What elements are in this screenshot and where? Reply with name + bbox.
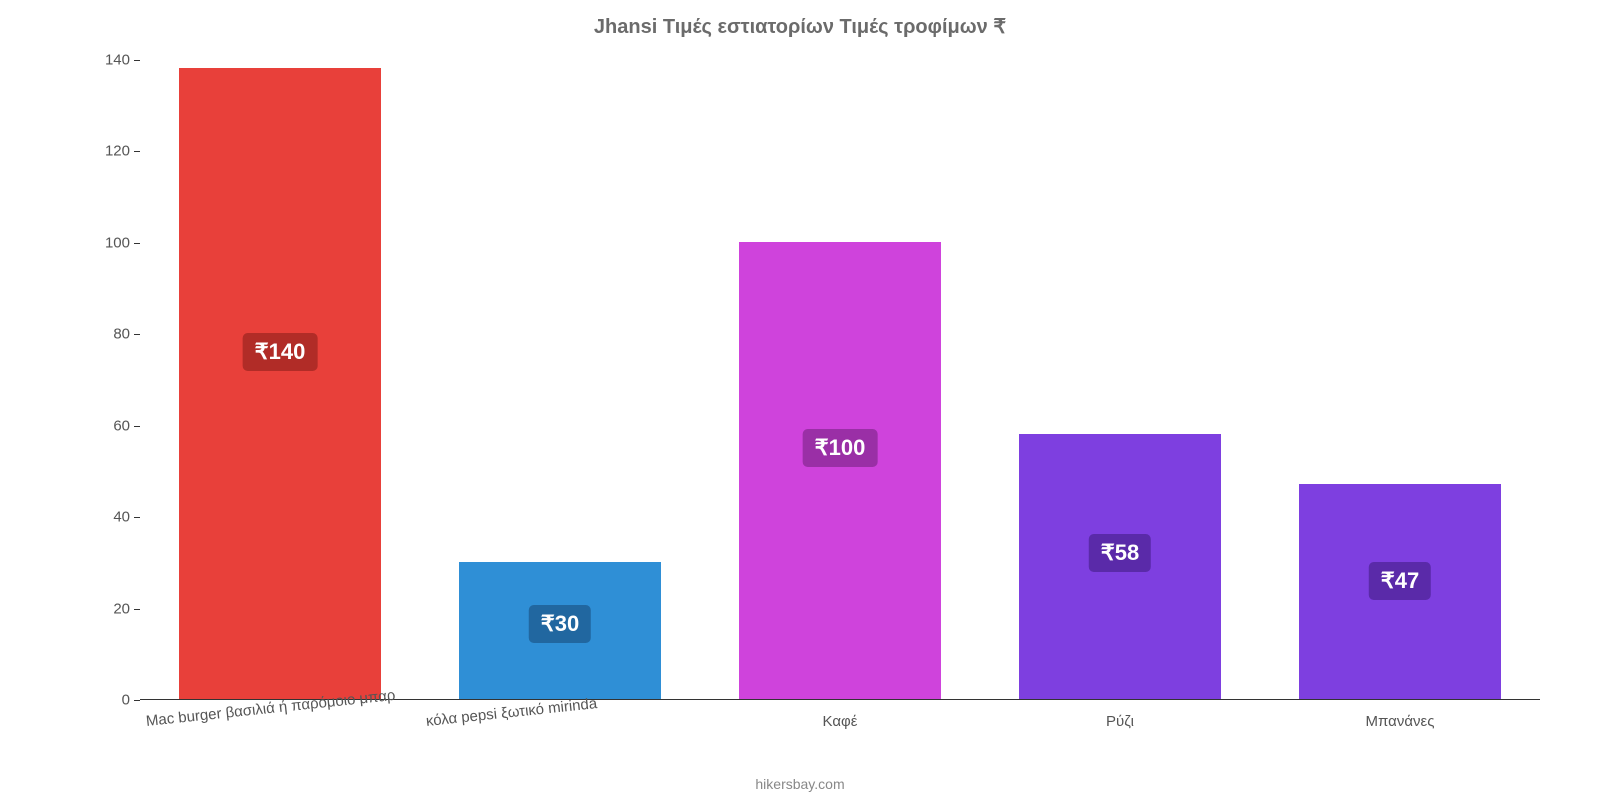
y-tick-mark xyxy=(134,426,140,427)
y-tick-mark xyxy=(134,60,140,61)
y-tick-mark xyxy=(134,517,140,518)
y-tick-mark xyxy=(134,609,140,610)
price-bar-chart: Jhansi Τιμές εστιατορίων Τιμές τροφίμων … xyxy=(0,0,1600,800)
x-axis-label: κόλα pepsi ξωτικό mirinda xyxy=(425,695,598,730)
plot-area: 020406080100120140₹140Mac burger βασιλιά… xyxy=(140,60,1540,700)
y-tick-mark xyxy=(134,243,140,244)
y-tick-mark xyxy=(134,700,140,701)
value-badge: ₹47 xyxy=(1369,562,1431,600)
x-axis-label: Καφέ xyxy=(823,713,858,730)
value-badge: ₹30 xyxy=(529,605,591,643)
x-axis-label: Ρύζι xyxy=(1106,713,1134,730)
chart-title: Jhansi Τιμές εστιατορίων Τιμές τροφίμων … xyxy=(0,14,1600,39)
value-badge: ₹100 xyxy=(803,429,878,467)
value-badge: ₹140 xyxy=(243,333,318,371)
y-tick-mark xyxy=(134,151,140,152)
bar xyxy=(179,68,381,699)
y-tick-mark xyxy=(134,334,140,335)
attribution-text: hikersbay.com xyxy=(0,776,1600,792)
x-axis-label: Μπανάνες xyxy=(1366,713,1435,730)
bar xyxy=(739,242,941,699)
value-badge: ₹58 xyxy=(1089,534,1151,572)
